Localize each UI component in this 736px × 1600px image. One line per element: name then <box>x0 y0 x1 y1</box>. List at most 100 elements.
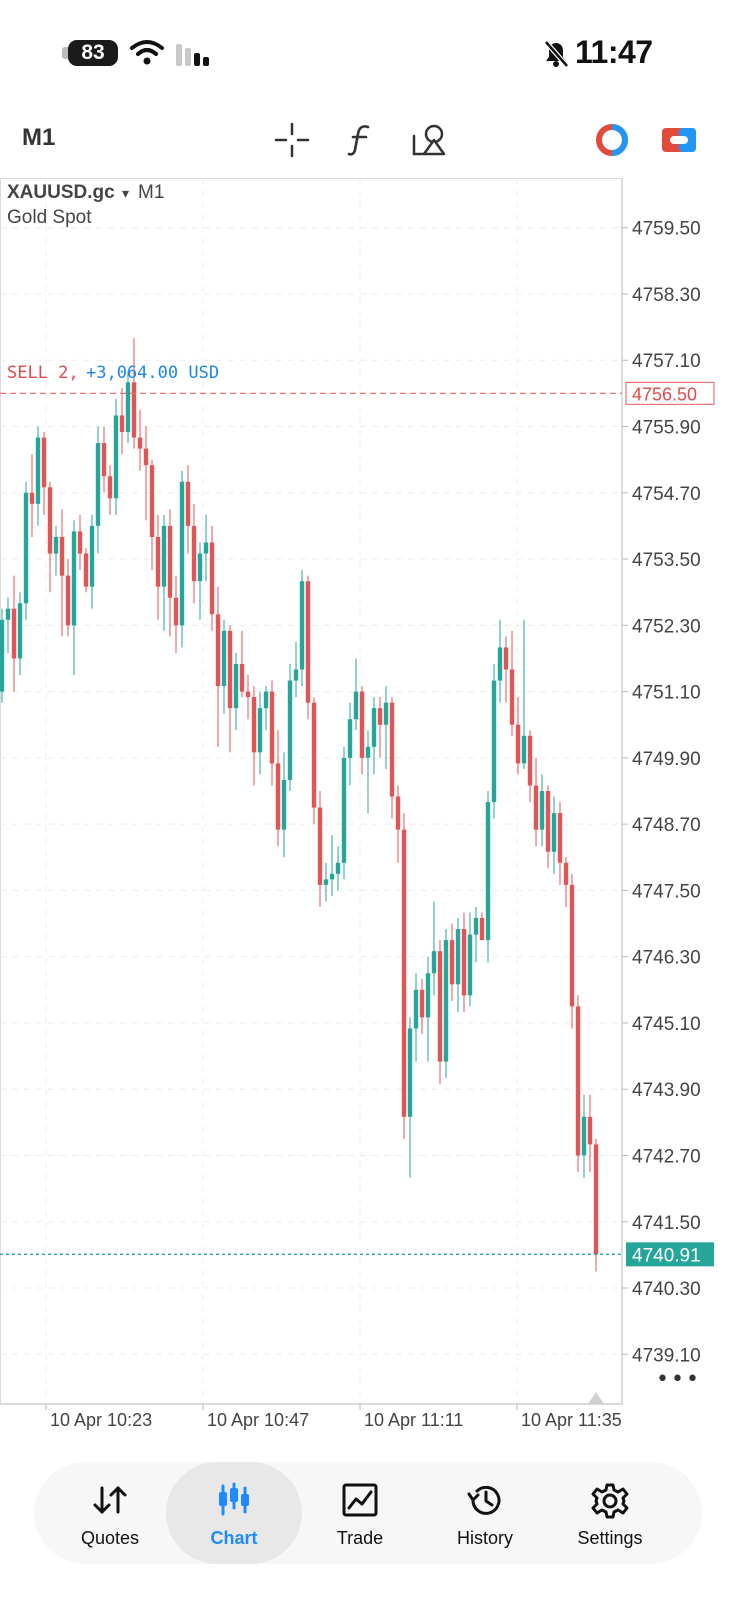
candle <box>257 691 263 775</box>
candle-body <box>539 791 545 830</box>
symbol-dropdown-icon[interactable]: ▾ <box>122 186 129 202</box>
candle <box>5 597 11 653</box>
battery-nub <box>62 47 68 59</box>
nav-chart[interactable]: Chart <box>166 1462 302 1564</box>
history-clock-icon <box>467 1485 501 1515</box>
link-toggle-icon[interactable] <box>661 122 697 158</box>
candle <box>233 652 239 731</box>
candle-body <box>203 542 209 554</box>
candle-body <box>527 735 533 786</box>
candle-body <box>29 492 35 504</box>
candle-body <box>77 531 83 554</box>
candle <box>0 608 5 703</box>
candle <box>335 846 341 891</box>
x-tick-label: 10 Apr 10:47 <box>207 1410 309 1430</box>
candle-body <box>587 1116 593 1145</box>
candle <box>407 1017 413 1178</box>
candle <box>455 918 461 1012</box>
y-tick-label: 4748.70 <box>632 815 701 836</box>
candle-body <box>101 443 107 477</box>
candle <box>239 630 245 698</box>
candle-body <box>107 476 113 499</box>
candle <box>173 575 179 653</box>
candle <box>557 802 563 885</box>
candle <box>341 746 347 880</box>
position-type-label[interactable]: SELL 2, <box>7 363 79 383</box>
candle-body <box>473 918 479 935</box>
candle-body <box>407 1028 413 1117</box>
battery-indicator: 83 <box>68 40 118 66</box>
candle-body <box>83 553 89 587</box>
candle <box>395 785 401 863</box>
candle-body <box>89 525 95 587</box>
candle-body <box>461 929 467 996</box>
candle-body <box>23 492 29 604</box>
objects-icon[interactable] <box>410 122 448 158</box>
indicator-f-icon[interactable] <box>344 122 376 158</box>
candle-body <box>167 525 173 598</box>
candle-body <box>419 989 425 1018</box>
candle <box>179 470 185 648</box>
current-price-label: 4740.91 <box>632 1245 701 1266</box>
gear-icon <box>591 1483 629 1519</box>
position-pnl-label[interactable]: +3,064.00 USD <box>86 363 219 383</box>
candle-body <box>95 443 101 526</box>
candle-body <box>245 691 251 698</box>
candle <box>101 426 107 493</box>
status-time: 11:47 <box>575 34 653 70</box>
candle <box>401 813 407 1139</box>
account-ring-icon[interactable] <box>594 122 630 158</box>
y-tick-label: 4753.50 <box>632 550 701 571</box>
candle <box>479 912 485 941</box>
candle <box>17 592 23 676</box>
candle-body <box>263 691 269 709</box>
y-tick-label: 4743.90 <box>632 1080 701 1101</box>
crosshair-icon[interactable] <box>274 122 310 158</box>
candle <box>425 956 431 1062</box>
candle <box>347 702 353 786</box>
chart-grid <box>0 178 622 1404</box>
chart-toolbar: M1 <box>0 110 736 180</box>
candle-body <box>437 951 443 1062</box>
candle <box>35 426 41 526</box>
candle-body <box>443 940 449 1062</box>
candle <box>293 641 299 698</box>
scroll-end-marker[interactable] <box>588 1392 604 1404</box>
candle <box>59 509 65 637</box>
candle <box>575 995 581 1173</box>
nav-trade[interactable]: Trade <box>292 1462 428 1564</box>
candle <box>503 636 509 703</box>
candle-body <box>119 415 125 433</box>
candle-body <box>311 702 317 808</box>
nav-history[interactable]: History <box>417 1462 553 1564</box>
price-axis: 4759.50 4758.30 4757.10 4755.90 4754.70 4753.… <box>622 219 715 1366</box>
candle-body <box>563 862 569 885</box>
candle <box>323 862 329 902</box>
candle-body <box>275 763 281 830</box>
signal-icon <box>176 44 209 66</box>
candle <box>359 686 365 775</box>
candle-body <box>59 536 65 576</box>
candle <box>77 514 83 571</box>
candle-body <box>41 437 47 488</box>
candle-body <box>215 614 221 687</box>
more-options-icon[interactable]: ••• <box>656 1367 701 1392</box>
candle <box>383 686 389 769</box>
candle <box>437 940 443 1084</box>
candle-body <box>335 862 341 874</box>
current-price-box <box>626 1242 714 1267</box>
timeframe-selector[interactable]: M1 <box>22 124 56 151</box>
nav-quotes[interactable]: Quotes <box>42 1462 178 1564</box>
nav-settings[interactable]: Settings <box>542 1462 678 1564</box>
candle <box>485 791 491 963</box>
candle <box>167 509 173 637</box>
candle-body <box>299 581 305 670</box>
symbol-name[interactable]: XAUUSD.gc <box>7 182 115 203</box>
chart-overlay <box>0 392 622 1256</box>
candle <box>317 791 323 907</box>
y-tick-label: 4751.10 <box>632 683 701 704</box>
price-chart[interactable]: 4759.50 4758.30 4757.10 4755.90 4754.70 4753.… <box>0 178 736 1460</box>
candle-body <box>491 680 497 803</box>
candle-body <box>209 542 215 615</box>
candle <box>221 619 227 714</box>
